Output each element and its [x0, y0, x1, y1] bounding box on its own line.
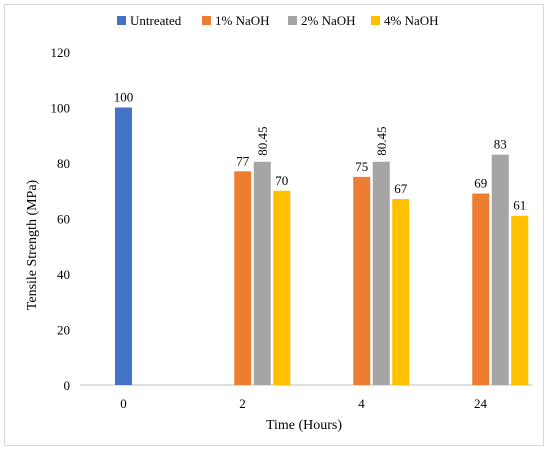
y-tick-label: 20	[57, 323, 70, 338]
y-tick-label: 60	[57, 212, 70, 227]
bar	[234, 171, 252, 385]
data-label: 70	[275, 173, 288, 188]
legend-swatch	[371, 16, 380, 25]
data-label: 83	[494, 137, 507, 152]
data-label: 80.45	[374, 127, 389, 156]
data-label: 80.45	[255, 127, 270, 156]
legend: Untreated 1% NaOH 2% NaOH 4% NaOH	[117, 13, 439, 28]
legend-label: 4% NaOH	[384, 13, 439, 28]
x-axis: 0 2 4 24	[80, 384, 532, 411]
bar	[115, 107, 132, 385]
bar	[273, 190, 291, 385]
x-tick-label: 2	[239, 396, 246, 411]
bar	[511, 215, 529, 385]
x-tick-label: 0	[120, 396, 127, 411]
data-label: 100	[114, 90, 134, 105]
bar	[372, 161, 390, 385]
bar	[353, 176, 371, 385]
bar	[392, 199, 410, 385]
data-labels: 100 77 75 69 80.45 80.45 83 70 67 61	[114, 90, 527, 213]
legend-swatch	[117, 16, 126, 25]
data-label: 69	[474, 176, 487, 191]
y-tick-label: 120	[51, 45, 71, 60]
y-tick-label: 100	[51, 101, 71, 116]
legend-label: 1% NaOH	[215, 13, 270, 28]
y-tick-label: 80	[57, 156, 70, 171]
data-label: 67	[394, 181, 408, 196]
y-axis-title: Tensile Strength (MPa)	[25, 179, 40, 310]
x-axis-title: Time (Hours)	[266, 418, 342, 433]
bar	[491, 154, 509, 385]
legend-label: 2% NaOH	[301, 13, 356, 28]
legend-swatch	[288, 16, 297, 25]
bar	[253, 161, 271, 385]
y-axis: 0 20 40 60 80 100 120	[51, 45, 71, 393]
bars	[115, 107, 529, 385]
data-label: 61	[513, 198, 526, 213]
legend-swatch	[202, 16, 211, 25]
bar	[472, 193, 490, 385]
data-label: 75	[355, 159, 368, 174]
x-tick-label: 24	[474, 396, 488, 411]
y-tick-label: 0	[64, 378, 71, 393]
legend-label: Untreated	[130, 13, 182, 28]
y-tick-label: 40	[57, 267, 70, 282]
x-tick-label: 4	[358, 396, 365, 411]
data-label: 77	[236, 153, 250, 168]
